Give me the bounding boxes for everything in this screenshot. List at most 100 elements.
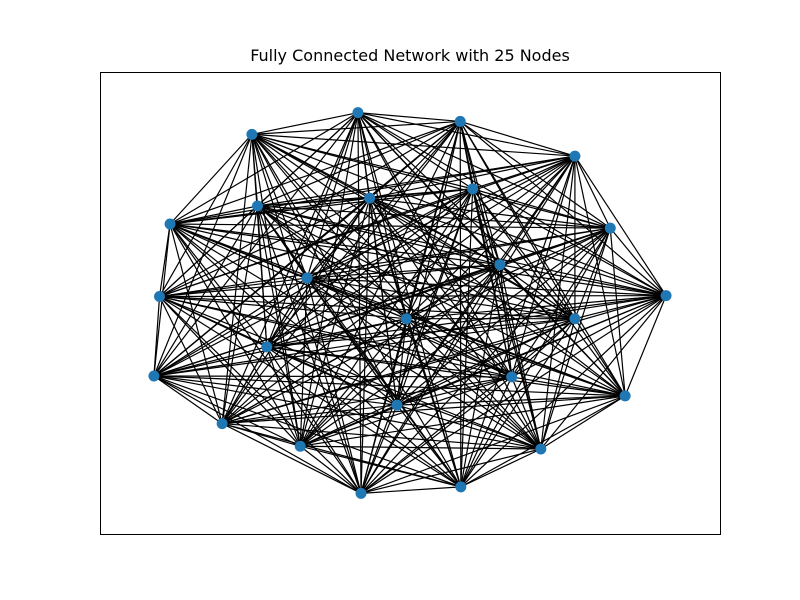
edge-12-22 <box>540 295 667 450</box>
chart-title: Fully Connected Network with 25 Nodes <box>250 46 570 65</box>
edge-9-16 <box>153 264 501 377</box>
edge-20-22 <box>222 422 541 450</box>
edge-7-21 <box>169 223 301 447</box>
edge-11-22 <box>159 295 542 450</box>
edge-19-24 <box>360 404 398 494</box>
edge-5-24 <box>360 198 371 494</box>
edge-8-12 <box>609 227 667 296</box>
edge-11-12 <box>159 295 667 298</box>
edge-2-11 <box>158 134 253 297</box>
edge-0-1 <box>357 112 461 123</box>
edge-4-7 <box>169 188 473 225</box>
edge-17-21 <box>300 376 512 447</box>
edge-17-24 <box>360 376 513 494</box>
edge-8-10 <box>306 227 611 279</box>
node-17 <box>506 371 518 383</box>
edge-9-19 <box>396 264 501 406</box>
edge-1-22 <box>459 121 542 450</box>
edge-6-11 <box>159 205 258 297</box>
edge-15-23 <box>266 346 462 488</box>
edge-18-22 <box>540 395 626 450</box>
edge-15-20 <box>221 346 268 424</box>
edge-3-15 <box>266 155 576 348</box>
edge-12-16 <box>153 295 667 377</box>
node-15 <box>261 341 273 353</box>
edge-12-21 <box>300 295 667 447</box>
edge-14-16 <box>153 318 407 377</box>
edge-12-17 <box>511 295 667 378</box>
edge-2-21 <box>251 134 301 447</box>
edge-4-10 <box>306 188 473 279</box>
edge-7-13 <box>169 223 576 320</box>
edge-4-13 <box>472 188 576 320</box>
axes-frame <box>100 72 721 535</box>
node-0 <box>352 107 364 119</box>
edge-7-8 <box>170 223 611 229</box>
edge-5-10 <box>306 197 371 279</box>
edge-6-9 <box>257 205 501 266</box>
edge-3-7 <box>169 155 576 225</box>
edge-8-22 <box>540 227 611 450</box>
edge-17-19 <box>396 376 512 406</box>
edge-9-11 <box>159 264 500 298</box>
edge-5-7 <box>169 197 370 225</box>
edge-11-20 <box>158 296 223 424</box>
edge-10-11 <box>159 277 308 298</box>
edge-10-16 <box>153 277 308 377</box>
edge-5-6 <box>257 197 370 207</box>
edge-5-9 <box>369 197 501 266</box>
node-19 <box>391 399 403 411</box>
node-13 <box>569 313 581 325</box>
node-3 <box>569 150 581 162</box>
edge-14-18 <box>406 318 626 397</box>
edge-6-8 <box>257 205 611 229</box>
edge-16-17 <box>153 375 512 378</box>
edge-19-21 <box>300 404 398 447</box>
edge-4-18 <box>472 188 626 397</box>
edge-19-22 <box>396 404 541 450</box>
edge-21-24 <box>299 445 362 494</box>
nodes-layer <box>148 107 672 499</box>
edge-19-23 <box>396 404 462 488</box>
edge-12-15 <box>266 295 667 348</box>
edge-10-13 <box>306 277 576 320</box>
node-18 <box>619 390 631 402</box>
edge-10-23 <box>306 277 462 488</box>
edge-6-15 <box>256 205 268 347</box>
node-5 <box>364 192 376 204</box>
node-9 <box>494 259 506 271</box>
edge-1-3 <box>460 120 576 157</box>
edge-13-21 <box>300 318 576 447</box>
edge-12-18 <box>624 295 667 397</box>
edge-12-24 <box>360 295 667 494</box>
node-14 <box>400 313 412 325</box>
edge-18-23 <box>460 395 626 488</box>
edge-1-7 <box>169 120 461 225</box>
node-1 <box>454 115 466 127</box>
edge-11-21 <box>159 296 301 447</box>
edge-18-19 <box>396 395 626 406</box>
edge-11-18 <box>159 295 626 397</box>
edge-16-23 <box>153 375 462 488</box>
edge-14-21 <box>299 318 407 447</box>
edge-5-18 <box>369 197 626 397</box>
edge-5-12 <box>369 197 667 297</box>
edge-1-6 <box>257 120 461 207</box>
edge-2-7 <box>169 133 253 225</box>
node-7 <box>164 218 176 230</box>
edge-2-14 <box>251 133 407 320</box>
node-20 <box>216 418 228 430</box>
edge-10-18 <box>306 277 626 397</box>
edge-20-24 <box>221 423 362 494</box>
node-10 <box>301 272 313 284</box>
edge-3-22 <box>540 156 576 450</box>
node-23 <box>455 481 467 493</box>
edge-3-17 <box>511 155 576 378</box>
edge-8-20 <box>221 227 611 425</box>
edge-16-24 <box>153 375 362 494</box>
edge-13-22 <box>540 318 576 450</box>
edge-4-8 <box>472 188 611 229</box>
node-11 <box>154 291 166 303</box>
edge-0-3 <box>357 112 576 157</box>
